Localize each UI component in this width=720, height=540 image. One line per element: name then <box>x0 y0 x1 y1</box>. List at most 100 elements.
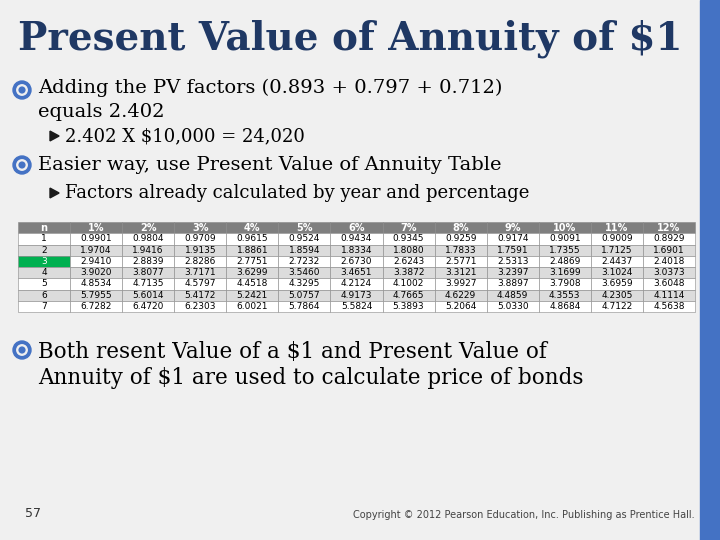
Circle shape <box>13 81 31 99</box>
Text: 3%: 3% <box>192 222 209 233</box>
Text: Copyright © 2012 Pearson Education, Inc. Publishing as Prentice Hall.: Copyright © 2012 Pearson Education, Inc.… <box>354 510 695 520</box>
Text: 1%: 1% <box>88 222 104 233</box>
Text: 4.7135: 4.7135 <box>132 279 164 288</box>
Bar <box>330 233 382 245</box>
Text: 0.9524: 0.9524 <box>289 234 320 244</box>
Bar <box>643 245 695 256</box>
Text: 5%: 5% <box>296 222 312 233</box>
Bar <box>591 222 643 233</box>
Text: 1.8594: 1.8594 <box>289 246 320 255</box>
Text: 0.9901: 0.9901 <box>81 234 112 244</box>
Text: 3.5460: 3.5460 <box>289 268 320 277</box>
Circle shape <box>17 85 27 95</box>
Bar <box>435 278 487 289</box>
Text: 3.2397: 3.2397 <box>497 268 528 277</box>
Bar <box>279 245 330 256</box>
Text: 2.402 X $10,000 = 24,020: 2.402 X $10,000 = 24,020 <box>65 127 305 145</box>
Bar <box>174 256 226 267</box>
Text: n: n <box>40 222 48 233</box>
Text: 5.4172: 5.4172 <box>184 291 216 300</box>
Bar <box>330 256 382 267</box>
Bar <box>18 289 70 301</box>
Text: 3.7908: 3.7908 <box>549 279 580 288</box>
Bar <box>591 289 643 301</box>
Text: 0.9259: 0.9259 <box>445 234 477 244</box>
Text: 4.8534: 4.8534 <box>81 279 112 288</box>
Text: 1.8080: 1.8080 <box>393 246 424 255</box>
Bar <box>122 222 174 233</box>
Text: 4%: 4% <box>244 222 261 233</box>
Text: 2.5771: 2.5771 <box>445 257 477 266</box>
Text: 4.7122: 4.7122 <box>601 302 632 311</box>
Text: 1.7355: 1.7355 <box>549 246 580 255</box>
Bar <box>279 267 330 278</box>
Text: 2.6730: 2.6730 <box>341 257 372 266</box>
Text: 3.3121: 3.3121 <box>445 268 477 277</box>
Circle shape <box>13 156 31 174</box>
Text: Easier way, use Present Value of Annuity Table: Easier way, use Present Value of Annuity… <box>38 156 502 174</box>
Text: 0.9804: 0.9804 <box>132 234 164 244</box>
Bar <box>382 256 435 267</box>
Bar <box>70 278 122 289</box>
Bar <box>279 278 330 289</box>
Text: 4.2124: 4.2124 <box>341 279 372 288</box>
Bar <box>330 289 382 301</box>
Bar <box>643 278 695 289</box>
Text: 3.1024: 3.1024 <box>601 268 633 277</box>
Polygon shape <box>50 131 59 141</box>
Bar <box>174 267 226 278</box>
Text: 3.6959: 3.6959 <box>601 279 633 288</box>
Bar <box>18 301 70 312</box>
Text: 5.2421: 5.2421 <box>237 291 268 300</box>
Text: 6: 6 <box>41 291 47 300</box>
Bar <box>435 245 487 256</box>
Bar <box>643 267 695 278</box>
Text: 5.7864: 5.7864 <box>289 302 320 311</box>
Text: 4.6229: 4.6229 <box>445 291 476 300</box>
Bar <box>70 301 122 312</box>
Bar <box>226 233 279 245</box>
Text: 4.8684: 4.8684 <box>549 302 580 311</box>
Text: 0.9434: 0.9434 <box>341 234 372 244</box>
Text: 0.9091: 0.9091 <box>549 234 580 244</box>
Bar <box>643 301 695 312</box>
Bar <box>487 289 539 301</box>
Text: Factors already calculated by year and percentage: Factors already calculated by year and p… <box>65 184 529 202</box>
Text: 0.9615: 0.9615 <box>237 234 268 244</box>
Bar <box>487 222 539 233</box>
Bar <box>122 278 174 289</box>
Bar <box>122 256 174 267</box>
Bar <box>643 233 695 245</box>
Bar <box>279 256 330 267</box>
Text: 2.6243: 2.6243 <box>393 257 424 266</box>
Bar <box>174 222 226 233</box>
Text: 3.8897: 3.8897 <box>497 279 528 288</box>
Bar <box>435 256 487 267</box>
Circle shape <box>17 160 27 170</box>
Text: 6.4720: 6.4720 <box>132 302 164 311</box>
Text: 5.0330: 5.0330 <box>497 302 528 311</box>
Text: 2.9410: 2.9410 <box>81 257 112 266</box>
Bar <box>226 267 279 278</box>
Circle shape <box>19 162 25 168</box>
Text: 4.3553: 4.3553 <box>549 291 580 300</box>
Bar <box>18 222 70 233</box>
Text: 3.9927: 3.9927 <box>445 279 477 288</box>
Bar <box>18 278 70 289</box>
Bar <box>382 222 435 233</box>
Bar <box>122 245 174 256</box>
Bar <box>226 301 279 312</box>
Bar <box>70 289 122 301</box>
Text: 3: 3 <box>41 257 47 266</box>
Bar <box>591 301 643 312</box>
Bar <box>487 256 539 267</box>
Polygon shape <box>50 188 59 198</box>
Text: 5.3893: 5.3893 <box>393 302 424 311</box>
Text: 1.7833: 1.7833 <box>445 246 477 255</box>
Bar <box>591 245 643 256</box>
Bar <box>487 245 539 256</box>
Bar <box>18 233 70 245</box>
Text: 2.4437: 2.4437 <box>601 257 632 266</box>
Bar <box>226 278 279 289</box>
Text: 6.7282: 6.7282 <box>81 302 112 311</box>
